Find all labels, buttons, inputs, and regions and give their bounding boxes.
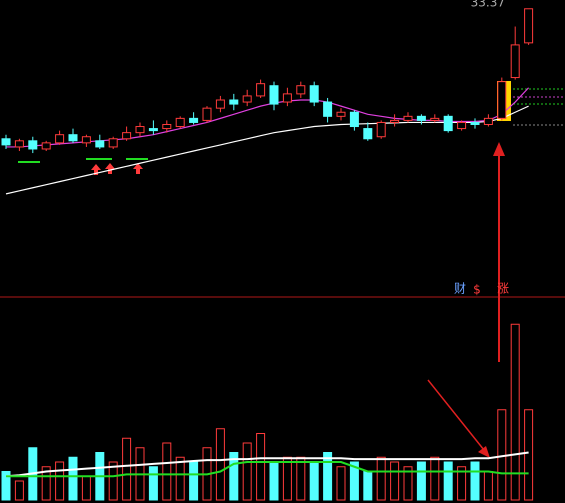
- moving-average: [6, 87, 530, 148]
- candle-body: [81, 136, 91, 144]
- tag: 财: [454, 282, 466, 296]
- pointer-arrowhead: [478, 446, 490, 458]
- pointer-arrow: [427, 379, 485, 451]
- volume-bar: [14, 480, 24, 501]
- volume-bar: [416, 461, 426, 501]
- volume-bar: [457, 466, 467, 501]
- volume-bar: [430, 456, 440, 501]
- tag: 涨: [497, 281, 509, 296]
- volume-bar: [41, 466, 51, 501]
- candle-body: [1, 138, 11, 146]
- volume-bar: [309, 461, 319, 501]
- candle-body: [269, 85, 279, 105]
- candle-body: [148, 128, 158, 132]
- volume-bar: [229, 452, 239, 501]
- volume-bar: [122, 437, 132, 501]
- volume-bar: [470, 461, 480, 501]
- tag: $: [473, 283, 481, 297]
- candle-body: [122, 132, 132, 140]
- candle-body: [376, 121, 386, 138]
- candle-body: [282, 93, 292, 103]
- candle-body: [14, 140, 24, 148]
- candle-body: [309, 85, 319, 103]
- level-lines: [513, 88, 565, 126]
- candle-body: [336, 111, 346, 117]
- volume-bar: [443, 461, 453, 501]
- candle-body: [403, 115, 413, 121]
- volume-bar: [269, 461, 279, 501]
- candle-body: [390, 119, 400, 123]
- candle-body: [457, 121, 467, 130]
- pointer-arrowhead: [493, 142, 505, 156]
- candle-body: [416, 115, 426, 121]
- candle-body: [323, 101, 333, 117]
- volume-bar: [148, 466, 158, 501]
- candle-body: [483, 117, 493, 125]
- candle-body: [242, 95, 252, 103]
- candle-body: [229, 99, 239, 105]
- volume-bar: [323, 452, 333, 501]
- up-arrow: [91, 164, 101, 175]
- candle-body: [68, 134, 78, 142]
- candle-body: [95, 140, 105, 148]
- volume-bar: [1, 471, 11, 501]
- candle-body: [430, 117, 440, 121]
- volume-bar: [162, 442, 172, 501]
- candle-body: [162, 123, 172, 130]
- high-label: 33.37: [471, 0, 505, 10]
- candle-body: [55, 134, 65, 144]
- up-arrow: [105, 163, 115, 174]
- candle-body: [175, 117, 185, 128]
- volume-bar: [390, 461, 400, 501]
- volume-bar: [242, 442, 252, 501]
- candle-body: [202, 107, 212, 121]
- candle-body: [215, 99, 225, 109]
- candle-body: [256, 83, 266, 97]
- candle-body: [135, 126, 145, 134]
- candle-body: [470, 121, 480, 125]
- up-arrow: [133, 163, 143, 174]
- moving-average: [5, 105, 529, 195]
- candle-body: [41, 142, 51, 150]
- volume-ma: [6, 461, 529, 478]
- candle-body: [108, 138, 118, 148]
- volume-bar: [336, 466, 346, 501]
- volume-bar: [175, 456, 185, 501]
- volume-bar: [349, 461, 359, 501]
- signal-arrows: [91, 163, 143, 175]
- candle-body: [524, 8, 534, 44]
- volume-ma: [5, 451, 529, 478]
- candle-body: [349, 111, 359, 128]
- candle-body: [363, 128, 373, 140]
- candle-body: [510, 44, 520, 79]
- volume-bar: [55, 461, 65, 501]
- volume-bar: [256, 433, 266, 501]
- signal-ticks: [18, 158, 148, 163]
- candle-body: [189, 117, 199, 123]
- volume-bar: [524, 409, 534, 501]
- candle-body: [443, 115, 453, 132]
- volume-bar: [403, 466, 413, 501]
- candle-body: [497, 81, 507, 119]
- volume-bar: [189, 461, 199, 501]
- candle-body: [296, 85, 306, 95]
- volume-bar: [363, 471, 373, 501]
- candle-body: [28, 140, 38, 150]
- volume-bar: [108, 461, 118, 501]
- volume-bar: [215, 428, 225, 501]
- volume-bar: [376, 456, 386, 501]
- volume-bar: [510, 323, 520, 501]
- volume-bar: [68, 456, 78, 501]
